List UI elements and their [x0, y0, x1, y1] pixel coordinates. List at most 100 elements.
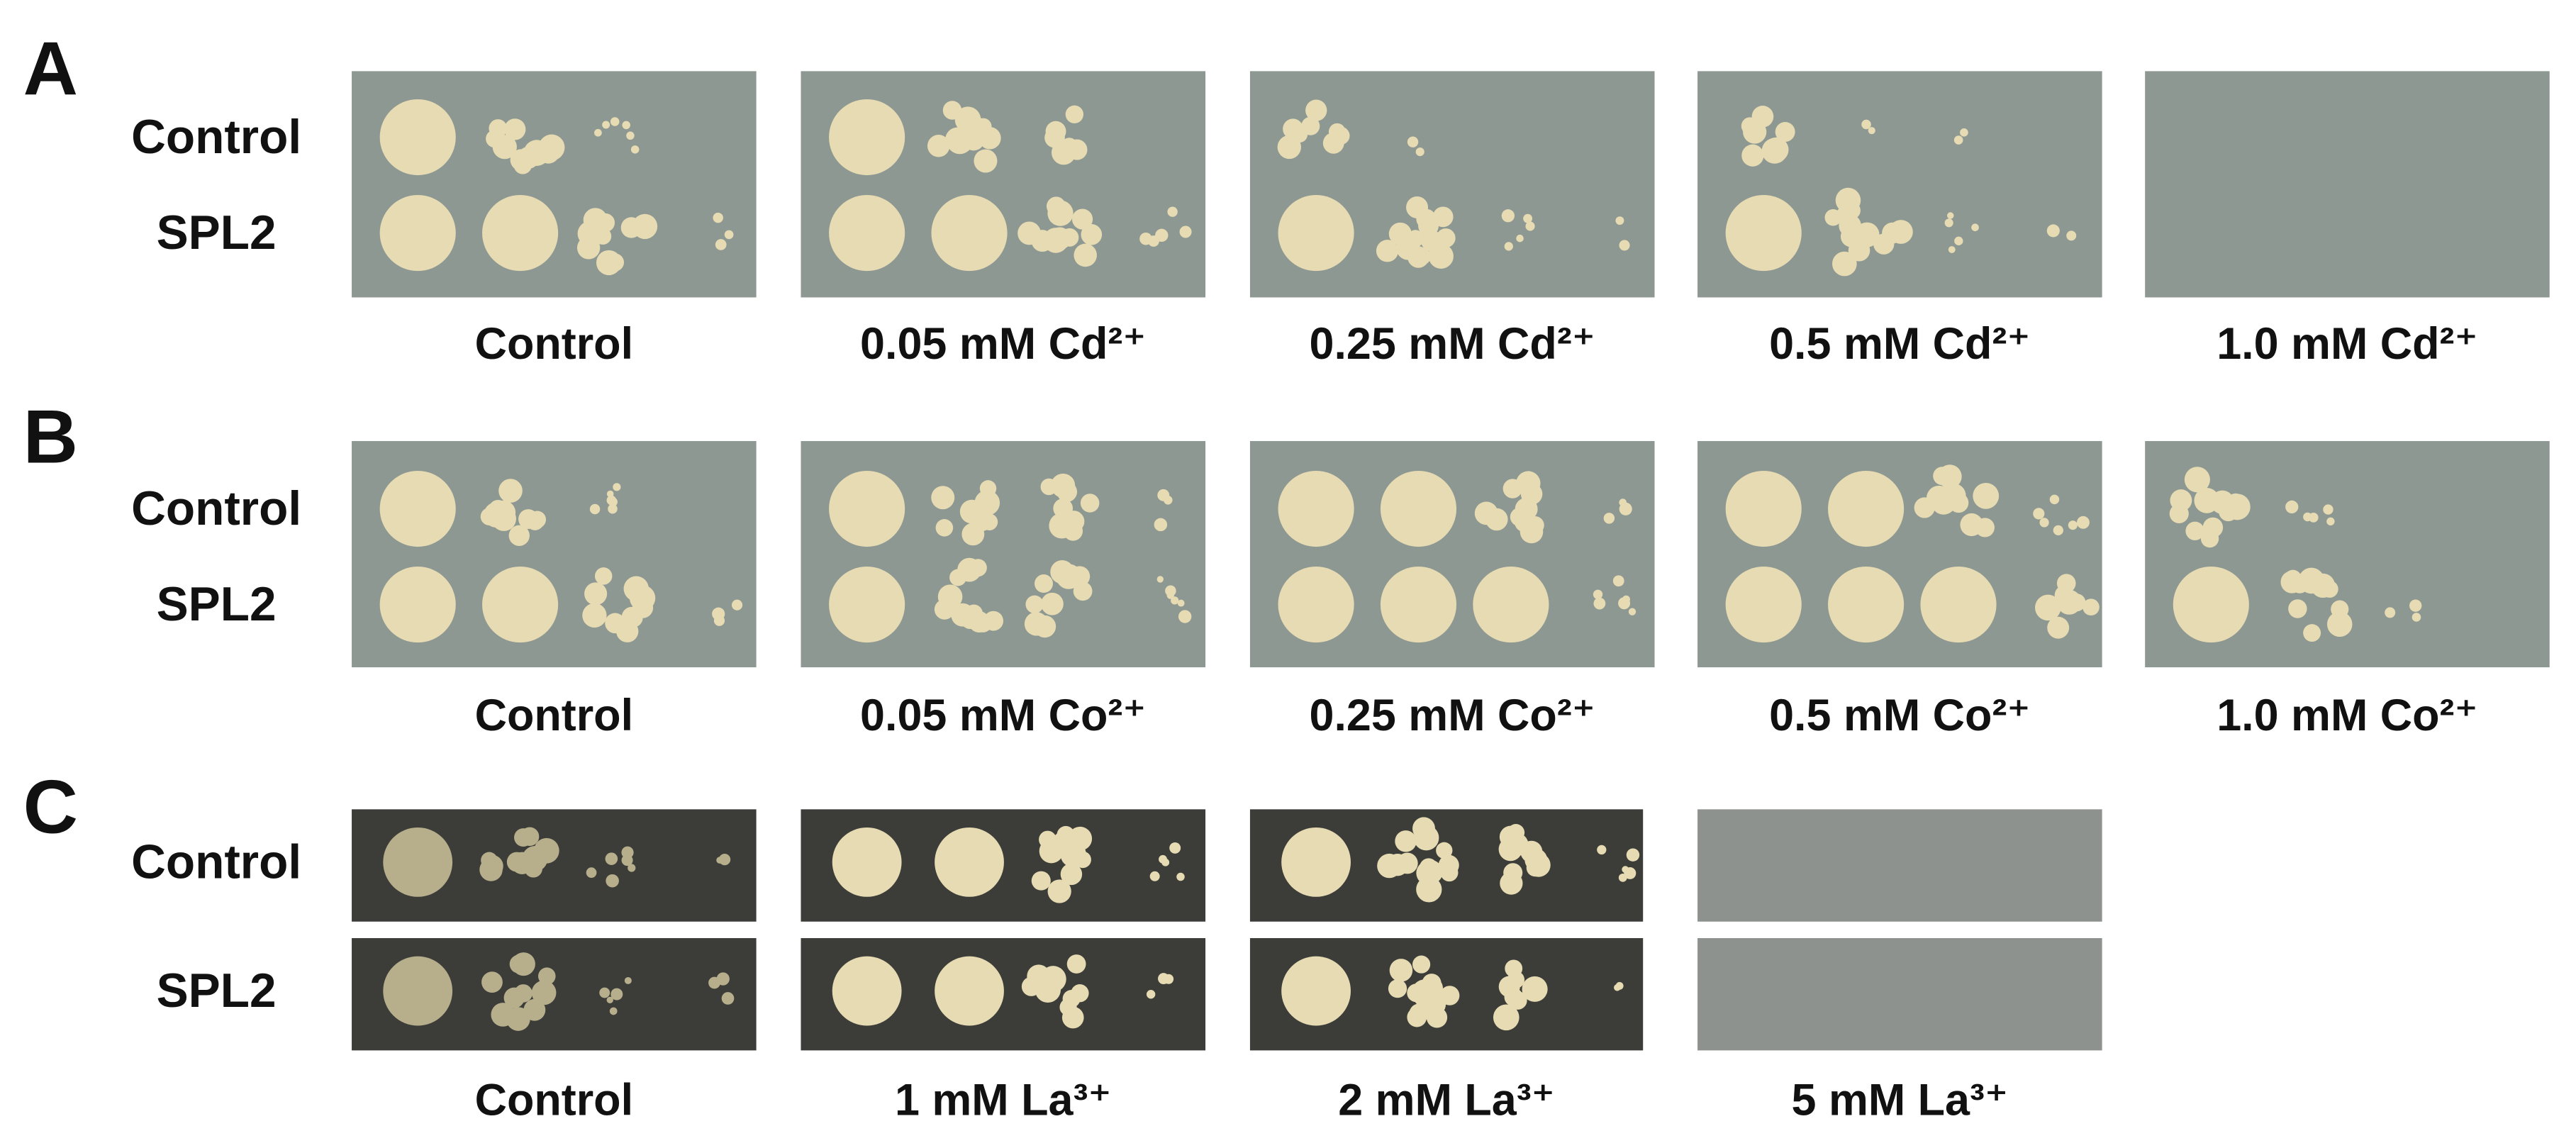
colony-dot [1761, 138, 1788, 164]
colony-spot [379, 195, 456, 272]
colony-dot [1388, 222, 1412, 245]
colony-dot [1047, 879, 1071, 903]
colony-dot [1171, 596, 1179, 605]
colony-spot [935, 827, 1004, 897]
panel-letter: A [23, 26, 78, 111]
colony-dot [1527, 977, 1545, 995]
colony-dot [1516, 234, 1524, 243]
colony-dot [1061, 1006, 1084, 1029]
colony-dot [489, 119, 508, 138]
plate-caption: 0.25 mM Cd²⁺ [1310, 319, 1595, 369]
colony-dot [1305, 99, 1327, 121]
colony-spot [935, 956, 1004, 1026]
colony-dot [1960, 513, 1983, 537]
colony-dot [2310, 573, 2336, 598]
colony-dot [506, 852, 527, 872]
colony-dot [716, 972, 730, 986]
colony-dot [1066, 954, 1086, 974]
colony-dot [1775, 122, 1795, 143]
colony-dot [1407, 136, 1419, 147]
colony-dot [974, 149, 998, 173]
colony-dot [1868, 127, 1875, 135]
colony-dot [1050, 560, 1074, 584]
colony-dot [969, 559, 987, 577]
colony-dot [606, 996, 613, 1003]
colony-dot [1438, 854, 1459, 876]
colony-dot [1612, 575, 1624, 587]
colony-dot [1593, 597, 1606, 610]
colony-dot [606, 490, 614, 498]
colony-dot [983, 611, 1004, 631]
colony-dot [1520, 840, 1543, 863]
colony-dot [2303, 624, 2321, 642]
colony-dot [523, 998, 546, 1021]
colony-dot [1593, 589, 1603, 599]
colony-dot [1166, 591, 1174, 599]
colony-dot [2308, 513, 2319, 523]
colony-dot [1597, 845, 1607, 855]
colony-dot [1066, 139, 1088, 160]
colony-dot [949, 569, 966, 586]
colony-dot [718, 853, 731, 866]
colony-dot [2184, 467, 2210, 493]
colony-dot [927, 134, 950, 157]
colony-dot [1035, 574, 1054, 593]
colony-dot [1835, 187, 1861, 213]
colony-spot [931, 195, 1008, 272]
colonies [829, 99, 1192, 272]
colony-dot [1396, 852, 1418, 874]
colony-dot [1056, 481, 1078, 502]
colony-dot [1073, 581, 1093, 601]
colony-dot [1065, 105, 1084, 123]
colony-dot [964, 604, 983, 623]
colonies [1281, 817, 1640, 1031]
colony-dot [1146, 990, 1156, 999]
colony-dot [2056, 574, 2076, 593]
colony-dot [1523, 213, 1533, 223]
colony-dot [1614, 983, 1621, 991]
colony-dot [2285, 500, 2299, 514]
colony-dot [626, 131, 635, 140]
colony-dot [1155, 228, 1169, 243]
colony-dot [1615, 216, 1624, 225]
colony-dot [2068, 520, 2078, 530]
colony-dot [584, 582, 608, 606]
colony-dot [2046, 224, 2060, 238]
colony-dot [479, 858, 503, 881]
colony-dot [2076, 516, 2090, 529]
colony-spot [379, 567, 456, 643]
colony-spot [379, 470, 456, 547]
colony-dot [1622, 595, 1630, 603]
colony-dot [1060, 863, 1083, 886]
colony-spot [1278, 567, 1354, 643]
colony-dot [609, 1007, 618, 1015]
plate-caption: Control [475, 1076, 633, 1125]
colony-dot [1149, 871, 1160, 881]
colony-dot [605, 852, 618, 865]
plate-caption: 1 mM La³⁺ [895, 1076, 1112, 1125]
colony-dot [1889, 220, 1913, 244]
colony-dot [589, 503, 601, 515]
colony-dot [531, 980, 557, 1005]
colony-spot [829, 99, 905, 176]
colony-dot [526, 513, 544, 530]
colony-dot [962, 128, 985, 151]
colony-spot [379, 99, 456, 176]
colonies [379, 99, 734, 276]
colony-spot [1473, 567, 1549, 643]
colony-dot [2066, 230, 2077, 241]
colony-dot [608, 503, 618, 514]
colony-dot [1832, 251, 1857, 277]
colony-dot [1044, 596, 1062, 615]
plate-caption: 0.05 mM Co²⁺ [860, 691, 1146, 740]
colony-dot [713, 615, 725, 626]
row-label: SPL2 [157, 206, 277, 260]
plate-caption: 1.0 mM Co²⁺ [2217, 691, 2477, 740]
colony-dot [2185, 521, 2204, 541]
colony-dot [1049, 513, 1075, 539]
plate-caption: 0.5 mM Co²⁺ [1769, 691, 2030, 740]
colony-dot [596, 250, 622, 276]
colony-dot [1741, 117, 1759, 135]
colony-spot [1380, 567, 1457, 643]
colony-dot [582, 603, 607, 628]
